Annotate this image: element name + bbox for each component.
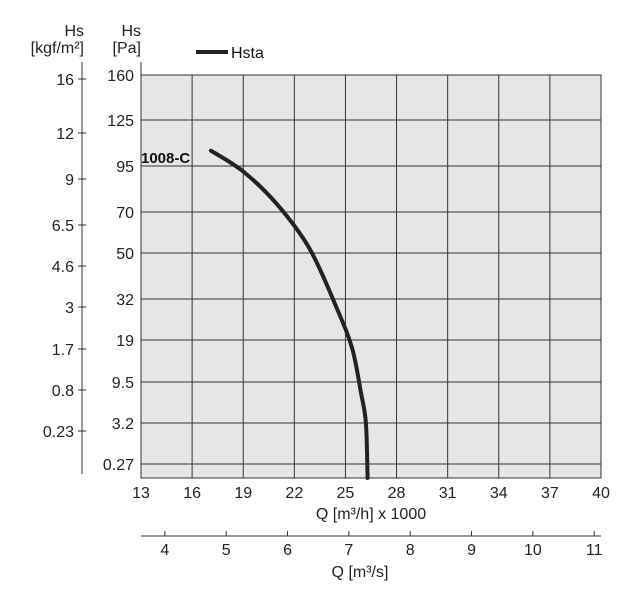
inner-axis-tick-label: 160 [107,68,134,85]
left-axis-inner-title: Hs [Pa] [113,23,141,57]
outer-axis-ticks: 16 12 9 6.5 4.6 3 1.7 0.8 0.23 [43,72,86,441]
x-secondary-tick-label: 4 [160,542,169,559]
inner-axis-tick-label: 50 [116,246,134,263]
x-primary-tick-label: 16 [183,485,201,502]
x-axis-primary-title: Q [m³/h] x 1000 [316,506,426,523]
x-axis-secondary-ticks: 4 5 6 7 8 9 10 11 [160,531,603,559]
inner-axis-title-line2: [Pa] [113,40,141,57]
x-primary-tick-label: 40 [592,485,610,502]
outer-axis-title-line1: Hs [64,23,84,40]
x-primary-tick-label: 37 [541,485,559,502]
legend: Hsta [196,45,264,62]
x-secondary-tick-label: 5 [222,542,231,559]
x-axis-primary-ticks: 13 16 19 22 25 28 31 34 37 40 [132,485,610,502]
x-primary-tick-label: 22 [285,485,303,502]
x-axis-secondary-title: Q [m³/s] [332,564,389,581]
outer-axis-tick-label: 4.6 [52,259,74,276]
outer-axis-tick-label: 0.23 [43,424,74,441]
inner-axis-tick-label: 95 [116,159,134,176]
x-secondary-tick-label: 10 [524,542,542,559]
inner-axis-tick-label: 9.5 [112,375,134,392]
outer-axis-tick-label: 9 [65,172,74,189]
outer-axis-tick-label: 16 [56,72,74,89]
inner-axis-title-line1: Hs [121,23,141,40]
x-primary-tick-label: 28 [388,485,406,502]
outer-axis-tick-label: 0.8 [52,383,74,400]
outer-axis-title-line2: [kgf/m²] [31,40,84,57]
inner-axis-ticks: 160 125 95 70 50 32 19 9.5 3.2 0.27 [103,68,134,474]
series-curve-1008-c [208,148,370,480]
inner-axis-tick-label: 125 [107,113,134,130]
grid-lines [141,75,601,478]
inner-axis-tick-label: 32 [116,292,134,309]
left-axis-outer-title: Hs [kgf/m²] [31,23,84,57]
outer-axis-tick-label: 6.5 [52,218,74,235]
x-primary-tick-label: 19 [234,485,252,502]
x-primary-tick-label: 31 [439,485,457,502]
x-primary-tick-label: 34 [490,485,508,502]
inner-axis-tick-label: 0.27 [103,457,134,474]
x-secondary-tick-label: 9 [467,542,476,559]
series-label-1008-c: 1008-C [141,150,190,167]
x-secondary-tick-label: 6 [283,542,292,559]
inner-axis-tick-label: 3.2 [112,416,134,433]
x-secondary-tick-label: 11 [586,542,603,559]
outer-axis-tick-label: 12 [56,126,74,143]
outer-axis-tick-label: 3 [65,300,74,317]
x-primary-tick-label: 25 [337,485,355,502]
legend-entry-hsta: Hsta [231,45,264,62]
plot-background [141,75,601,478]
inner-axis-tick-label: 19 [116,333,134,350]
x-secondary-tick-label: 8 [406,542,415,559]
x-primary-tick-label: 13 [132,485,150,502]
x-secondary-tick-label: 7 [344,542,353,559]
inner-axis-tick-label: 70 [116,205,134,222]
outer-axis-tick-label: 1.7 [52,342,74,359]
